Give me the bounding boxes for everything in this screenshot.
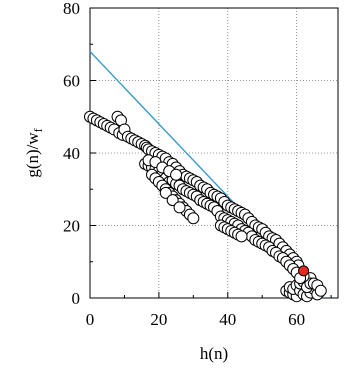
x-tick-label: 40 bbox=[219, 310, 236, 329]
highlight-point bbox=[298, 265, 310, 277]
data-point bbox=[170, 168, 183, 181]
x-tick-label: 20 bbox=[150, 310, 167, 329]
y-tick-label: 0 bbox=[72, 289, 81, 308]
x-axis-label: h(n) bbox=[200, 344, 228, 363]
data-point bbox=[159, 186, 172, 199]
y-axis-label: g(n)/wf bbox=[23, 128, 45, 177]
axis-ticks bbox=[89, 7, 332, 299]
tick-labels: 0 20 40 60 0 20 40 60 80 bbox=[63, 0, 305, 329]
y-tick-label: 80 bbox=[63, 0, 80, 18]
grid-lines bbox=[90, 7, 338, 298]
data-points bbox=[84, 110, 327, 303]
y-tick-label: 20 bbox=[63, 217, 80, 236]
x-tick-label: 60 bbox=[288, 310, 305, 329]
data-point bbox=[314, 284, 327, 297]
x-tick-label: 0 bbox=[86, 310, 95, 329]
y-axis-label-main: g(n)/w bbox=[23, 132, 42, 178]
data-point bbox=[187, 212, 200, 225]
y-axis-label-subscript: f bbox=[31, 128, 45, 132]
y-tick-label: 60 bbox=[63, 72, 80, 91]
data-point bbox=[235, 230, 248, 243]
data-point bbox=[166, 194, 179, 207]
data-point bbox=[173, 201, 186, 214]
y-tick-label: 40 bbox=[63, 144, 80, 163]
